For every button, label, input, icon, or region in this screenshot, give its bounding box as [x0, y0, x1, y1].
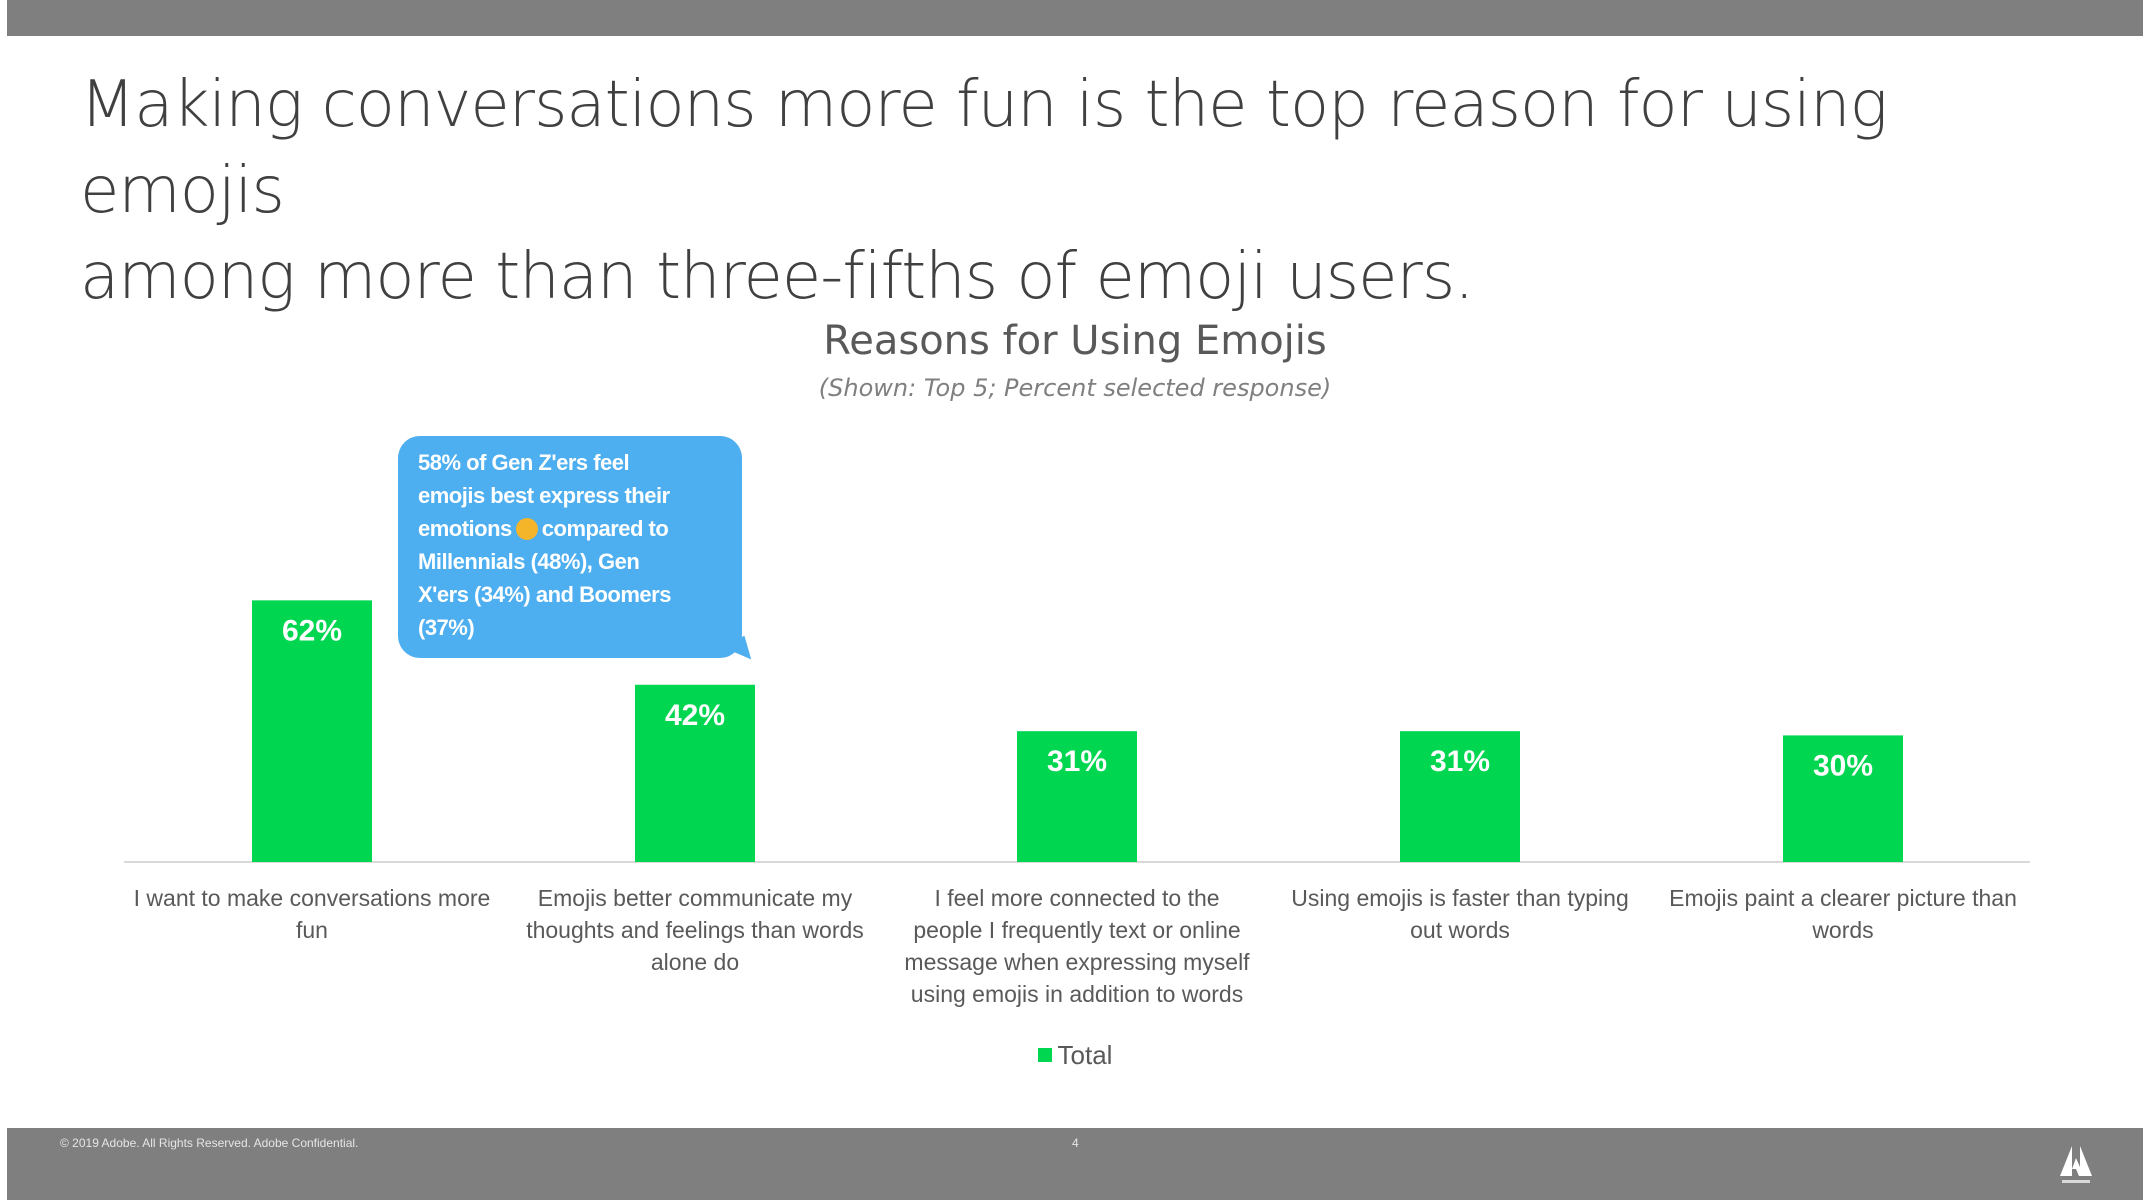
category-label: out words — [1410, 917, 1510, 943]
callout-line: emotions compared to — [418, 512, 738, 545]
bar — [1017, 731, 1137, 862]
category-label: words — [1811, 917, 1873, 943]
chart-subtitle: (Shown: Top 5; Percent selected response… — [818, 374, 1332, 402]
emoji-face-icon — [515, 518, 538, 540]
footer-page-number: 4 — [1072, 1136, 1079, 1150]
callout-line-part: compared to — [541, 516, 669, 541]
bar — [252, 600, 372, 862]
slide-title-line-1: Making conversations more fun is the top… — [80, 68, 1888, 228]
top-bar — [7, 0, 2143, 36]
category-label: Emojis better communicate my — [538, 885, 853, 911]
callout-line: Millennials (48%), Gen — [418, 549, 640, 574]
callout-line: 58% of Gen Z'ers feel — [418, 450, 630, 475]
category-label: I want to make conversations more — [134, 885, 491, 911]
data-label: 31% — [1430, 745, 1490, 778]
category-label: message when expressing myself — [904, 949, 1250, 975]
adobe-logo-icon — [2060, 1146, 2092, 1183]
callout-line: X'ers (34%) and Boomers — [418, 582, 671, 607]
callout-line: (37%) — [418, 615, 475, 640]
slide-title-line-2: among more than three-fifths of emoji us… — [80, 240, 1475, 314]
callout-bubble — [398, 436, 742, 658]
chart-legend: Total — [0, 1040, 2150, 1071]
legend-label: Total — [1057, 1040, 1113, 1070]
bar — [1783, 735, 1903, 862]
category-label: people I frequently text or online — [913, 917, 1240, 943]
callout-text: 58% of Gen Z'ers feel emojis best expres… — [418, 446, 738, 644]
chart-title: Reasons for Using Emojis — [823, 318, 1327, 364]
category-label: Emojis paint a clearer picture than — [1669, 885, 2017, 911]
bottom-bar — [7, 1128, 2143, 1200]
bar — [1400, 731, 1520, 862]
data-label: 42% — [665, 699, 725, 732]
category-label: using emojis in addition to words — [911, 981, 1243, 1007]
category-label: Using emojis is faster than typing — [1291, 885, 1629, 911]
data-label: 31% — [1047, 745, 1107, 778]
category-label: fun — [296, 917, 328, 943]
legend-swatch — [1037, 1048, 1052, 1062]
data-label: 30% — [1813, 749, 1873, 782]
slide-title: Making conversations more fun is the top… — [80, 62, 2080, 320]
callout-line: emojis best express their — [418, 483, 670, 508]
category-label: alone do — [651, 949, 739, 975]
category-label: I feel more connected to the — [934, 885, 1219, 911]
category-label: thoughts and feelings than words — [526, 917, 864, 943]
bar — [635, 684, 755, 862]
callout-line-part: emotions — [418, 516, 512, 541]
data-label: 62% — [282, 614, 342, 647]
footer-copyright: © 2019 Adobe. All Rights Reserved. Adobe… — [60, 1136, 359, 1150]
